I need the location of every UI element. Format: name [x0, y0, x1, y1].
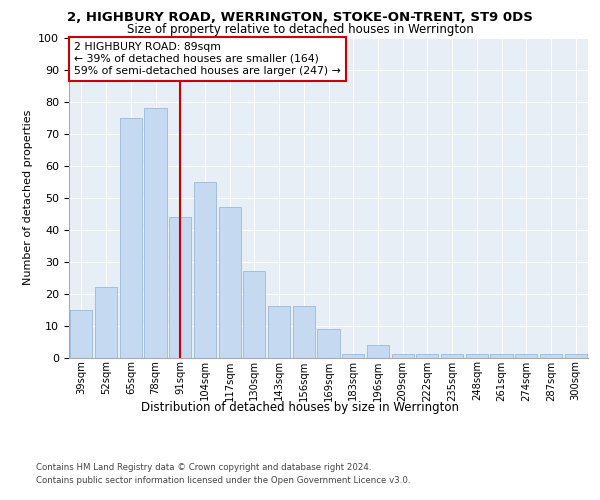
Bar [515, 354, 538, 358]
Bar [70, 310, 92, 358]
Text: Size of property relative to detached houses in Werrington: Size of property relative to detached ho… [127, 22, 473, 36]
Bar [540, 354, 562, 358]
Bar [392, 354, 414, 358]
Text: Distribution of detached houses by size in Werrington: Distribution of detached houses by size … [141, 402, 459, 414]
Bar [119, 118, 142, 358]
Bar [194, 182, 216, 358]
Bar [466, 354, 488, 358]
Bar [317, 328, 340, 358]
Bar [367, 344, 389, 358]
Bar [95, 287, 117, 358]
Bar [218, 207, 241, 358]
Bar [293, 306, 315, 358]
Y-axis label: Number of detached properties: Number of detached properties [23, 110, 33, 285]
Bar [145, 108, 167, 358]
Text: Contains public sector information licensed under the Open Government Licence v3: Contains public sector information licen… [36, 476, 410, 485]
Bar [342, 354, 364, 358]
Text: Contains HM Land Registry data © Crown copyright and database right 2024.: Contains HM Land Registry data © Crown c… [36, 462, 371, 471]
Text: 2, HIGHBURY ROAD, WERRINGTON, STOKE-ON-TRENT, ST9 0DS: 2, HIGHBURY ROAD, WERRINGTON, STOKE-ON-T… [67, 11, 533, 24]
Bar [243, 271, 265, 358]
Bar [268, 306, 290, 358]
Bar [169, 216, 191, 358]
Bar [490, 354, 512, 358]
Text: 2 HIGHBURY ROAD: 89sqm
← 39% of detached houses are smaller (164)
59% of semi-de: 2 HIGHBURY ROAD: 89sqm ← 39% of detached… [74, 42, 341, 76]
Bar [416, 354, 439, 358]
Bar [441, 354, 463, 358]
Bar [565, 354, 587, 358]
